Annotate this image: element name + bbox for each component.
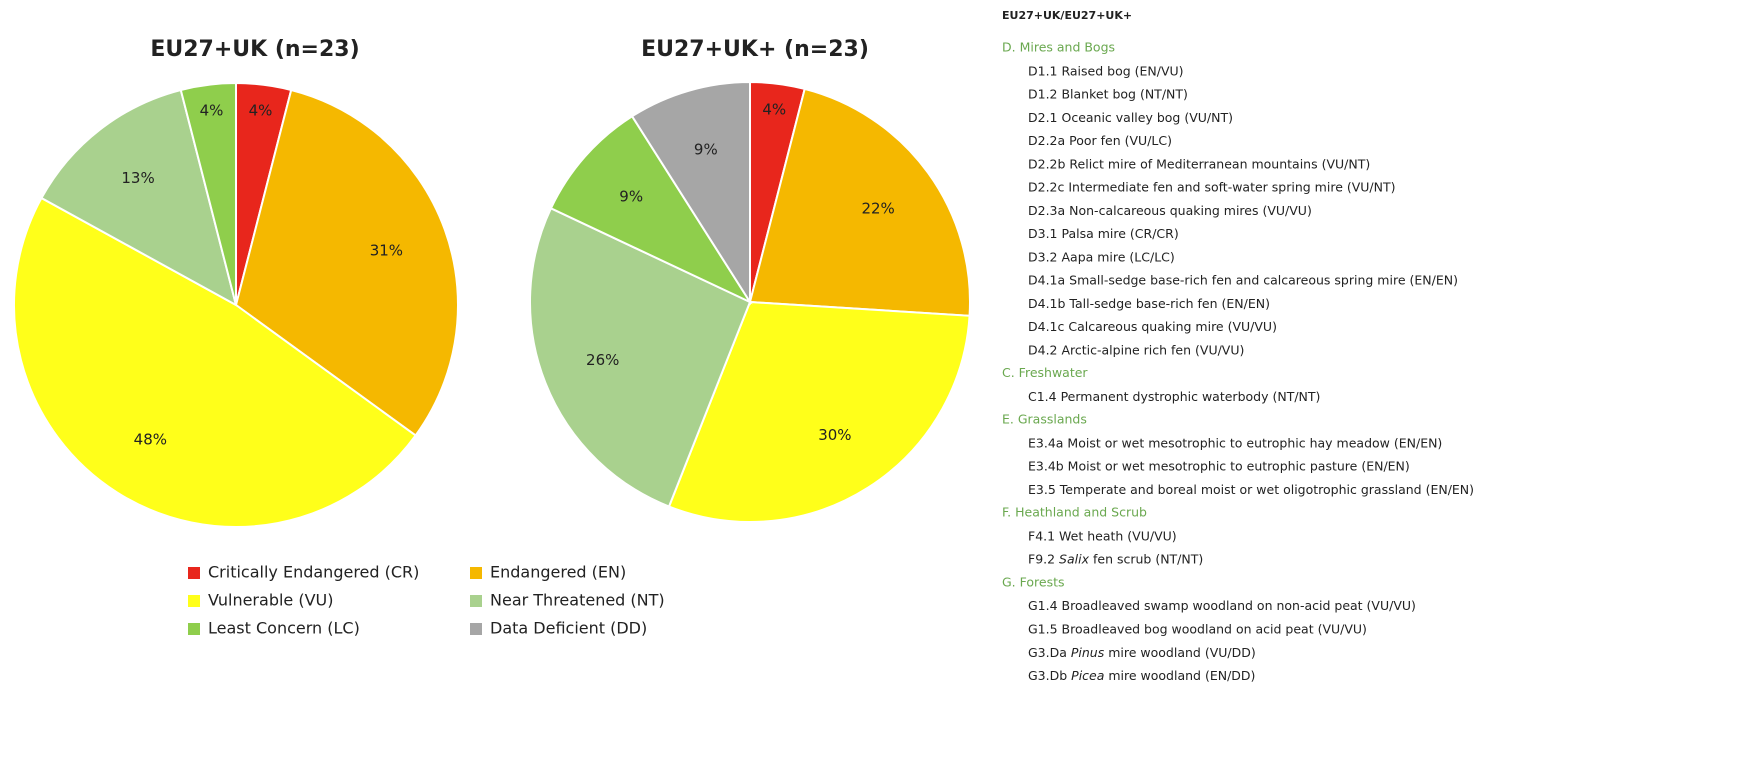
list-item-part: D4.1a Small-sedge base-rich fen and calc… (1028, 272, 1458, 287)
list-item-part: Salix (1059, 551, 1090, 566)
list-item-part: F4.1 Wet heath (VU/VU) (1028, 528, 1177, 543)
list-item-part: D2.2c Intermediate fen and soft-water sp… (1028, 179, 1396, 194)
pie-slice (40, 88, 238, 307)
list-item: D2.2b Relict mire of Mediterranean mount… (1028, 156, 1370, 171)
list-item: E3.4b Moist or wet mesotrophic to eutrop… (1028, 458, 1410, 473)
list-item: G3.Da Pinus mire woodland (VU/DD) (1028, 644, 1256, 659)
slice-label: 9% (619, 188, 643, 206)
list-item: F4.1 Wet heath (VU/VU) (1028, 528, 1177, 543)
slice-label: 30% (818, 426, 851, 444)
slice-label: 22% (861, 199, 894, 217)
list-item-part: G1.5 Broadleaved bog woodland on acid pe… (1028, 621, 1367, 636)
list-item: D4.1a Small-sedge base-rich fen and calc… (1028, 272, 1458, 287)
pie-slice (13, 196, 418, 528)
pie-slice (748, 87, 971, 317)
legend-label: Endangered (EN) (490, 563, 626, 582)
list-item-part: E3.5 Temperate and boreal moist or wet o… (1028, 481, 1474, 496)
legend-swatch (188, 623, 200, 635)
slice-label: 26% (586, 351, 619, 369)
section-title: C. Freshwater (1002, 365, 1088, 380)
list-item-part: E3.4b Moist or wet mesotrophic to eutrop… (1028, 458, 1410, 473)
list-item-part: Picea (1071, 668, 1104, 683)
pie-slice (234, 88, 459, 437)
section-title: E. Grasslands (1002, 412, 1087, 427)
list-header: EU27+UK/EU27+UK+ (1002, 9, 1132, 22)
list-item: D4.1b Tall-sedge base-rich fen (EN/EN) (1028, 295, 1270, 310)
pie-slice (529, 206, 752, 508)
legend-label: Least Concern (LC) (208, 619, 360, 638)
list-item-part: F9.2 (1028, 551, 1059, 566)
list-item: D3.2 Aapa mire (LC/LC) (1028, 249, 1175, 264)
legend-label: Data Deficient (DD) (490, 619, 647, 638)
legend-label: Vulnerable (VU) (208, 591, 333, 610)
legend-label: Critically Endangered (CR) (208, 563, 419, 582)
slice-label: 4% (762, 100, 786, 118)
legend-swatch (188, 567, 200, 579)
legend-swatch (470, 567, 482, 579)
slice-label: 9% (694, 140, 718, 158)
list-item: G3.Db Picea mire woodland (EN/DD) (1028, 668, 1255, 683)
slice-label: 4% (249, 102, 273, 120)
legend-swatch (470, 595, 482, 607)
list-item: D1.1 Raised bog (EN/VU) (1028, 63, 1184, 78)
list-item-part: D1.1 Raised bog (EN/VU) (1028, 63, 1184, 78)
slice-label: 48% (134, 430, 167, 448)
list-item-part: E3.4a Moist or wet mesotrophic to eutrop… (1028, 435, 1442, 450)
list-item-part: D4.1c Calcareous quaking mire (VU/VU) (1028, 319, 1277, 334)
list-item: C1.4 Permanent dystrophic waterbody (NT/… (1028, 388, 1320, 403)
list-item-part: fen scrub (NT/NT) (1089, 551, 1203, 566)
legend-label: Near Threatened (NT) (490, 591, 665, 610)
list-item: D3.1 Palsa mire (CR/CR) (1028, 226, 1179, 241)
list-item-part: D2.3a Non-calcareous quaking mires (VU/V… (1028, 202, 1312, 217)
list-item: D4.1c Calcareous quaking mire (VU/VU) (1028, 319, 1277, 334)
legend-swatch (188, 595, 200, 607)
list-item-part: C1.4 Permanent dystrophic waterbody (NT/… (1028, 388, 1320, 403)
list-item: D2.2a Poor fen (VU/LC) (1028, 133, 1172, 148)
pie-title: EU27+UK (n=23) (150, 37, 359, 62)
list-item-part: mire woodland (EN/DD) (1104, 668, 1255, 683)
list-item-part: D3.1 Palsa mire (CR/CR) (1028, 226, 1179, 241)
list-item-part: D2.2a Poor fen (VU/LC) (1028, 133, 1172, 148)
list-item: D2.1 Oceanic valley bog (VU/NT) (1028, 109, 1233, 124)
list-item-part: D2.1 Oceanic valley bog (VU/NT) (1028, 109, 1233, 124)
list-item-part: Pinus (1071, 644, 1105, 659)
pie-slice (667, 300, 971, 523)
list-item-part: D2.2b Relict mire of Mediterranean mount… (1028, 156, 1370, 171)
pie-slice (630, 80, 751, 306)
pie-title: EU27+UK+ (n=23) (641, 37, 869, 62)
list-item-part: D3.2 Aapa mire (LC/LC) (1028, 249, 1175, 264)
list-item: D2.2c Intermediate fen and soft-water sp… (1028, 179, 1396, 194)
list-item-part: D4.2 Arctic-alpine rich fen (VU/VU) (1028, 342, 1244, 357)
pie-slice (549, 114, 753, 305)
section-title: D. Mires and Bogs (1002, 40, 1115, 55)
legend-swatch (470, 623, 482, 635)
list-item-part: G3.Da (1028, 644, 1071, 659)
list-item: G1.4 Broadleaved swamp woodland on non-a… (1028, 598, 1416, 613)
slice-label: 4% (200, 102, 224, 120)
list-item: D2.3a Non-calcareous quaking mires (VU/V… (1028, 202, 1312, 217)
pie-slice (179, 81, 237, 306)
list-item: F9.2 Salix fen scrub (NT/NT) (1028, 551, 1203, 566)
list-item-part: D1.2 Blanket bog (NT/NT) (1028, 86, 1188, 101)
section-title: F. Heathland and Scrub (1002, 505, 1147, 520)
list-item-part: mire woodland (VU/DD) (1104, 644, 1255, 659)
list-item-part: G3.Db (1028, 668, 1071, 683)
list-item: G1.5 Broadleaved bog woodland on acid pe… (1028, 621, 1367, 636)
list-item: D4.2 Arctic-alpine rich fen (VU/VU) (1028, 342, 1244, 357)
list-item: D1.2 Blanket bog (NT/NT) (1028, 86, 1188, 101)
slice-label: 31% (370, 241, 403, 259)
list-item: E3.4a Moist or wet mesotrophic to eutrop… (1028, 435, 1442, 450)
list-item-part: D4.1b Tall-sedge base-rich fen (EN/EN) (1028, 295, 1270, 310)
slice-label: 13% (121, 169, 154, 187)
list-item-part: G1.4 Broadleaved swamp woodland on non-a… (1028, 598, 1416, 613)
section-title: G. Forests (1002, 574, 1065, 589)
list-item: E3.5 Temperate and boreal moist or wet o… (1028, 481, 1474, 496)
